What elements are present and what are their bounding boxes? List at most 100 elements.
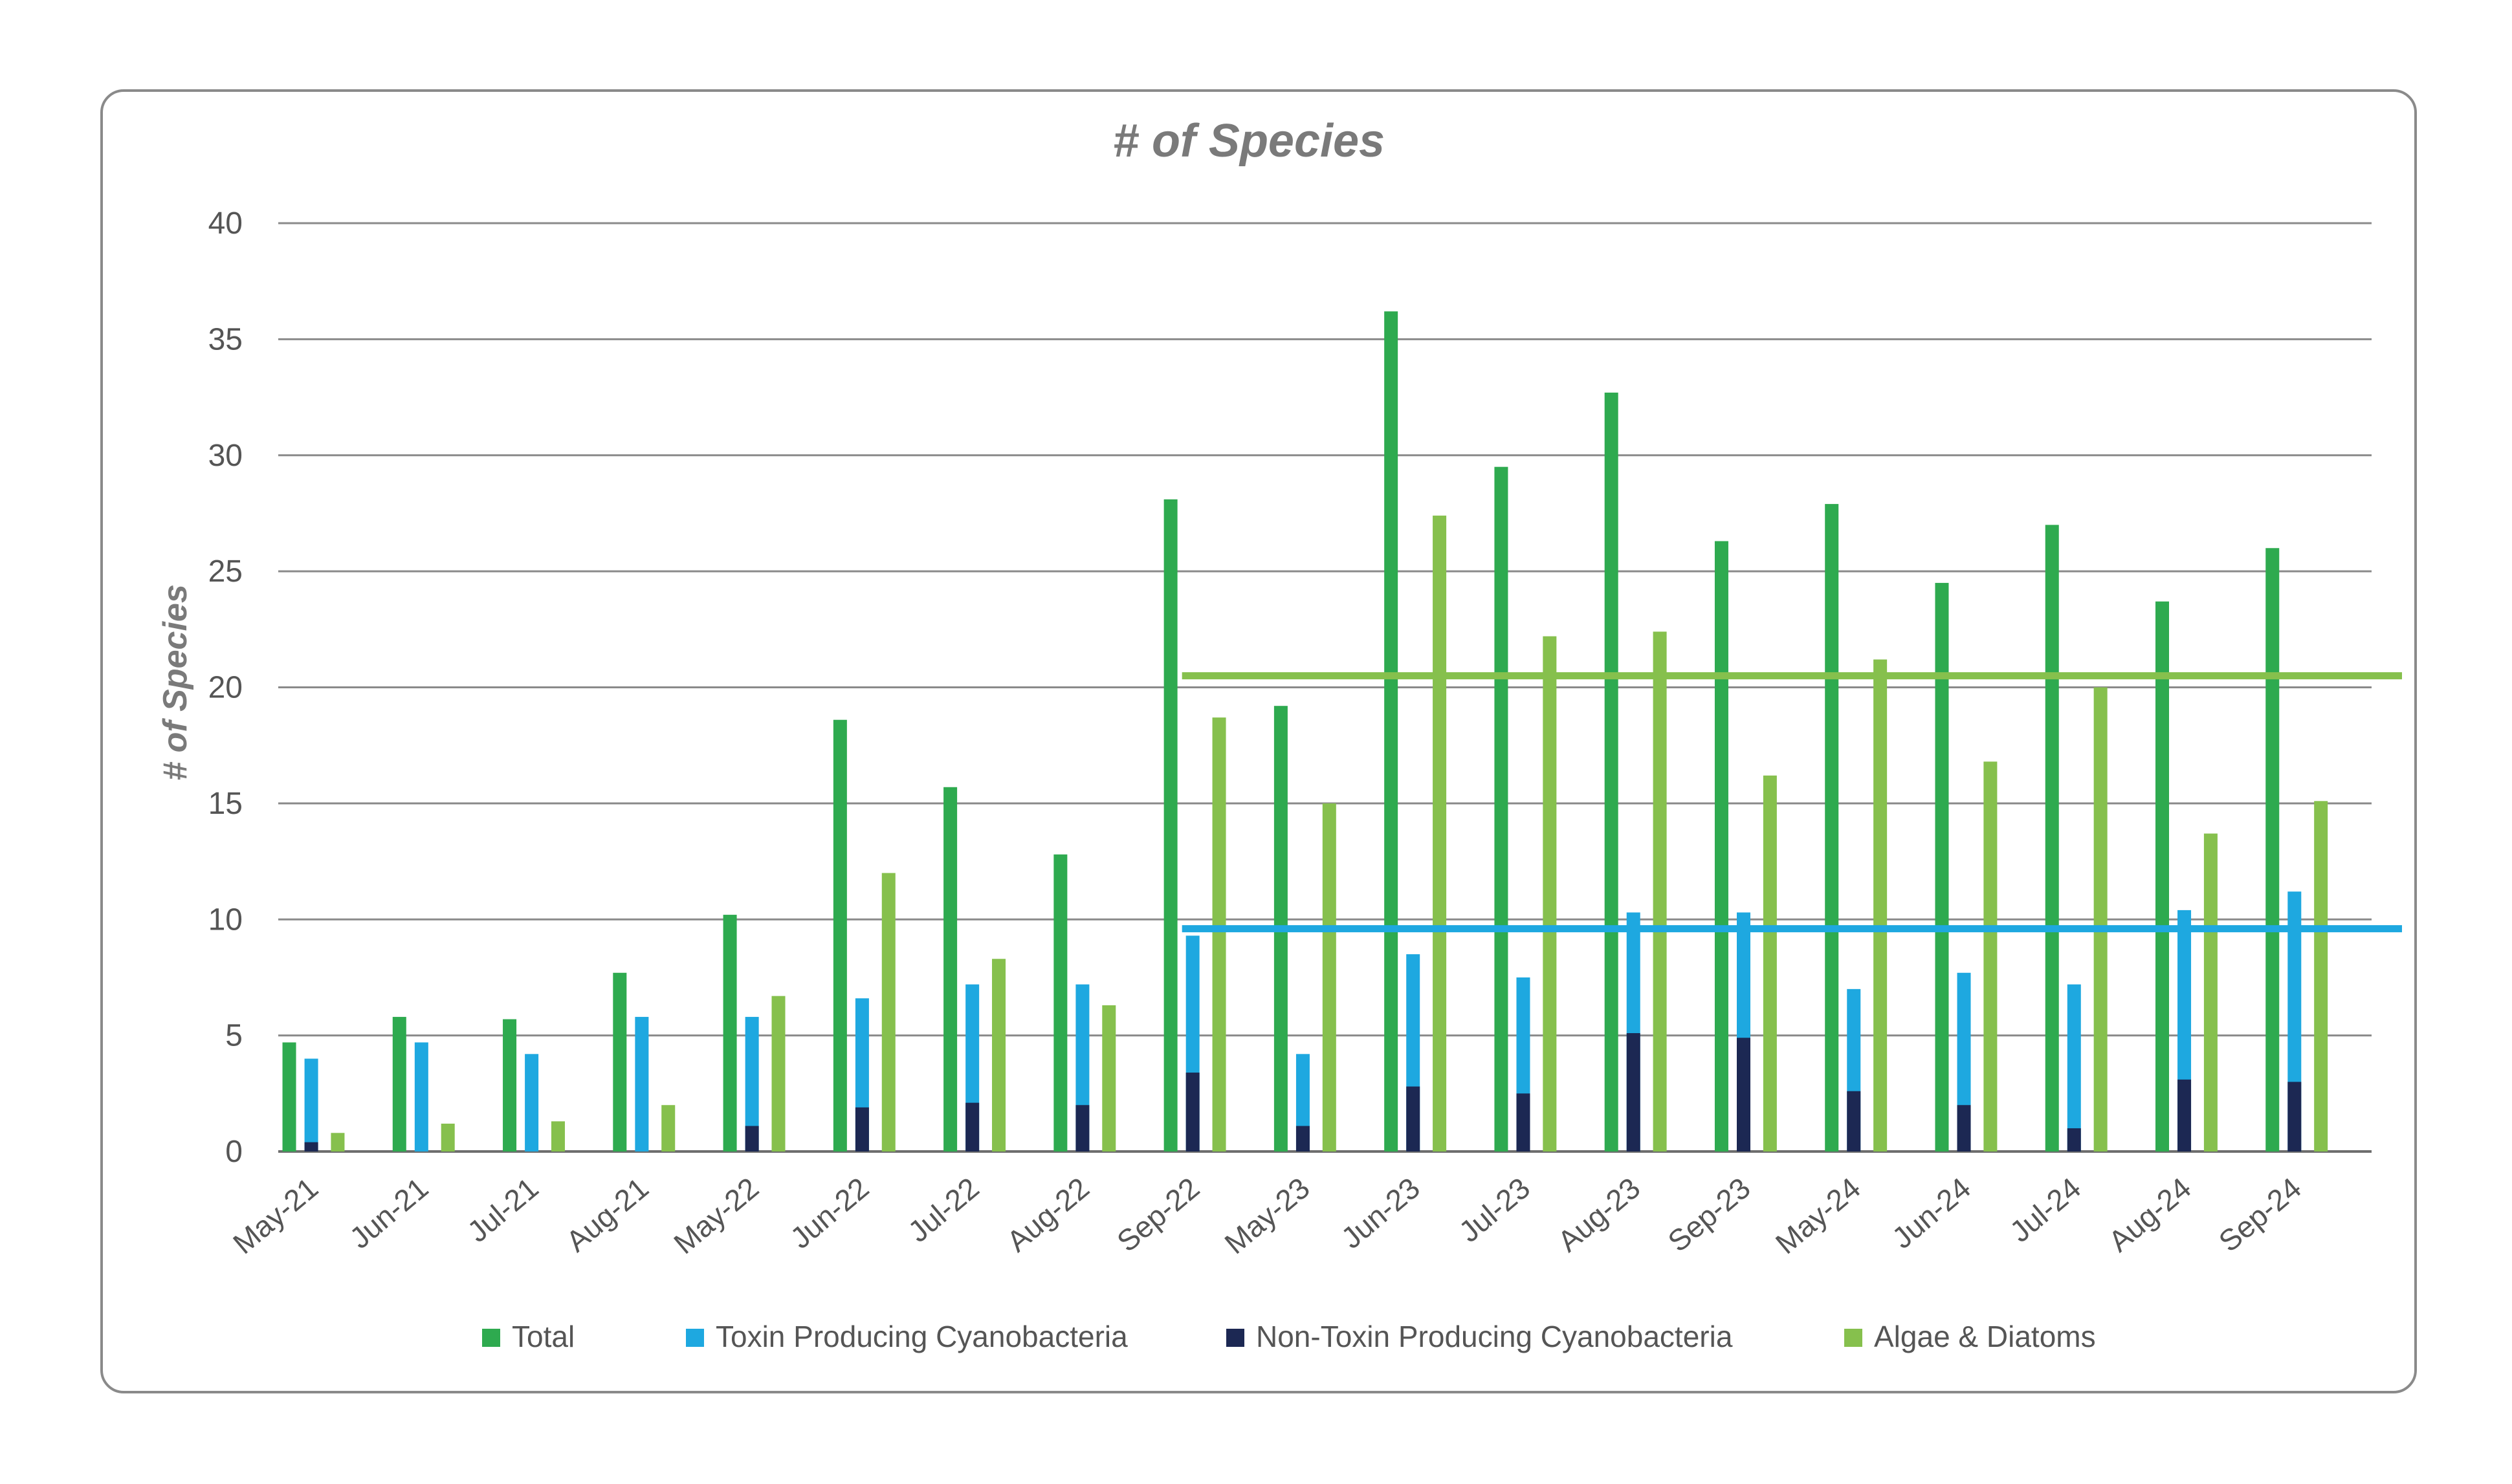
y-tick-label: 30 xyxy=(208,439,243,473)
x-tick-label: Sep-24 xyxy=(2212,1171,2308,1258)
chart-frame xyxy=(100,89,2417,1393)
bar-total xyxy=(1163,499,1178,1151)
x-tick-label: Sep-22 xyxy=(1110,1171,1206,1258)
bar-algae-diatoms xyxy=(1433,516,1447,1151)
bar-toxin-producing xyxy=(745,1016,759,1151)
bar-non-toxin-producing xyxy=(1075,1105,1090,1151)
bar-non-toxin-producing xyxy=(855,1107,869,1151)
x-tick-label: Jun-24 xyxy=(1886,1171,1977,1255)
x-tick-labels: May-21 Jun-21 Jul-21 Aug-21 May-22 Jun-22 Jul-… xyxy=(226,1171,2308,1260)
reference-lines-layer xyxy=(1182,672,2402,933)
bars-layer xyxy=(282,311,2328,1152)
bar-algae-diatoms xyxy=(331,1133,345,1151)
y-tick-label: 35 xyxy=(208,322,243,356)
legend-label: Non-Toxin Producing Cyanobacteria xyxy=(1256,1320,1733,1353)
legend-label: Toxin Producing Cyanobacteria xyxy=(716,1320,1128,1353)
legend-swatch xyxy=(1226,1329,1244,1347)
bar-toxin-producing xyxy=(2067,984,2081,1151)
x-tick-label: Jul-21 xyxy=(461,1171,544,1249)
x-tick-label: Sep-23 xyxy=(1661,1171,1756,1258)
bar-total xyxy=(282,1042,296,1151)
legend-swatch xyxy=(1844,1329,1862,1347)
bar-algae-diatoms xyxy=(2093,687,2108,1151)
x-tick-label: May-21 xyxy=(226,1171,324,1260)
bar-total xyxy=(1494,466,1508,1151)
bar-non-toxin-producing xyxy=(965,1102,980,1151)
bar-non-toxin-producing xyxy=(1516,1093,1530,1151)
x-tick-label: Aug-24 xyxy=(2102,1171,2198,1258)
y-tick-label: 10 xyxy=(208,902,243,937)
bar-total xyxy=(943,787,958,1151)
bar-total xyxy=(723,915,737,1151)
x-tick-label: Jun-23 xyxy=(1335,1171,1426,1255)
bar-toxin-producing xyxy=(304,1058,318,1151)
bar-non-toxin-producing xyxy=(1406,1086,1420,1151)
x-tick-label: Jul-24 xyxy=(2003,1171,2087,1249)
bar-toxin-producing xyxy=(525,1054,539,1151)
bar-non-toxin-producing xyxy=(2067,1128,2081,1151)
bar-non-toxin-producing xyxy=(2287,1082,2302,1151)
x-tick-label: Jun-22 xyxy=(784,1171,875,1255)
bar-total xyxy=(833,719,847,1151)
bar-total xyxy=(1714,541,1728,1151)
y-tick-label: 0 xyxy=(225,1135,243,1169)
bar-algae-diatoms xyxy=(661,1105,676,1151)
bar-total xyxy=(2045,525,2059,1151)
chart-title: # of Species xyxy=(1113,115,1385,167)
bar-total xyxy=(503,1019,517,1151)
y-tick-label: 25 xyxy=(208,554,243,589)
bar-non-toxin-producing xyxy=(304,1142,318,1151)
y-tick-label: 5 xyxy=(225,1019,243,1053)
bar-algae-diatoms xyxy=(1102,1005,1116,1151)
bar-toxin-producing xyxy=(414,1042,428,1151)
x-tick-label: Aug-21 xyxy=(560,1171,655,1258)
bar-algae-diatoms xyxy=(881,873,896,1151)
bar-algae-diatoms xyxy=(2203,833,2218,1151)
x-tick-label: Aug-23 xyxy=(1551,1171,1646,1258)
bar-non-toxin-producing xyxy=(1847,1091,1861,1151)
bar-total xyxy=(1604,392,1618,1152)
legend-swatch xyxy=(482,1329,500,1347)
bar-algae-diatoms xyxy=(1763,775,1777,1151)
bar-total xyxy=(1384,311,1398,1152)
bar-algae-diatoms xyxy=(771,996,786,1151)
x-tick-label: Jun-21 xyxy=(343,1171,434,1255)
x-tick-label: May-23 xyxy=(1218,1171,1316,1260)
bar-algae-diatoms xyxy=(1322,803,1336,1151)
legend-label: Algae & Diatoms xyxy=(1874,1320,2096,1353)
x-tick-label: Jul-23 xyxy=(1453,1171,1536,1249)
x-tick-label: May-22 xyxy=(667,1171,765,1260)
bar-algae-diatoms xyxy=(551,1121,565,1151)
bar-non-toxin-producing xyxy=(1185,1073,1200,1151)
bar-total xyxy=(2155,601,2169,1151)
bar-total xyxy=(1825,504,1839,1151)
y-tick-label: 20 xyxy=(208,671,243,705)
bar-algae-diatoms xyxy=(992,959,1006,1151)
y-tick-label: 15 xyxy=(208,787,243,821)
bar-non-toxin-producing xyxy=(1295,1126,1310,1151)
bar-algae-diatoms xyxy=(1212,717,1226,1151)
bar-algae-diatoms xyxy=(1543,636,1557,1151)
bar-algae-diatoms xyxy=(441,1123,455,1151)
bar-algae-diatoms xyxy=(1653,631,1667,1151)
bar-algae-diatoms xyxy=(1873,659,1888,1151)
bar-non-toxin-producing xyxy=(1737,1038,1750,1151)
legend-label: Total xyxy=(512,1320,575,1353)
bar-total xyxy=(2265,548,2280,1151)
y-tick-label: 40 xyxy=(208,206,243,241)
x-tick-label: Aug-22 xyxy=(1000,1171,1096,1258)
bar-total xyxy=(392,1016,406,1151)
bar-total xyxy=(613,972,627,1151)
x-tick-label: May-24 xyxy=(1769,1171,1867,1260)
legend: Total Toxin Producing Cyanobacteria Non-To… xyxy=(482,1320,2096,1353)
bar-non-toxin-producing xyxy=(1957,1105,1971,1151)
bar-algae-diatoms xyxy=(2314,801,2328,1151)
bar-toxin-producing xyxy=(635,1016,649,1151)
bar-non-toxin-producing xyxy=(1626,1033,1640,1151)
y-axis-label: # of Species xyxy=(157,584,194,780)
bar-non-toxin-producing xyxy=(2177,1079,2192,1151)
x-tick-label: Jul-22 xyxy=(901,1171,985,1249)
bar-non-toxin-producing xyxy=(745,1126,759,1151)
legend-swatch xyxy=(686,1329,704,1347)
